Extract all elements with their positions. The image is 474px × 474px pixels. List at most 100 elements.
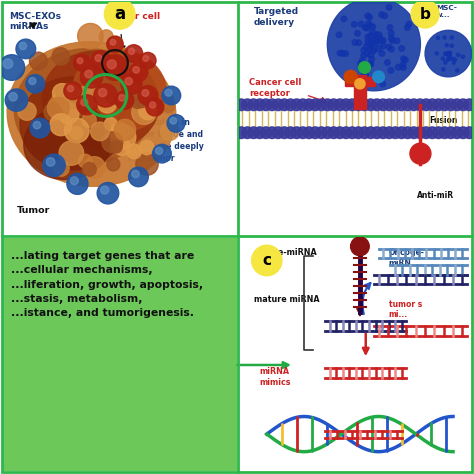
Circle shape bbox=[94, 84, 118, 107]
Text: Fusion: Fusion bbox=[429, 116, 457, 125]
Circle shape bbox=[99, 30, 113, 44]
Circle shape bbox=[279, 127, 290, 138]
Circle shape bbox=[351, 74, 356, 80]
Circle shape bbox=[358, 76, 363, 82]
Circle shape bbox=[453, 58, 456, 61]
Circle shape bbox=[395, 64, 401, 70]
Circle shape bbox=[78, 23, 103, 49]
Circle shape bbox=[370, 39, 375, 45]
Circle shape bbox=[53, 83, 72, 102]
Circle shape bbox=[77, 95, 97, 115]
Circle shape bbox=[81, 99, 88, 106]
Circle shape bbox=[340, 127, 352, 138]
Circle shape bbox=[390, 99, 401, 110]
Circle shape bbox=[383, 99, 395, 110]
Circle shape bbox=[447, 53, 451, 56]
Circle shape bbox=[285, 99, 296, 110]
Text: Pre-miRNA: Pre-miRNA bbox=[268, 248, 317, 257]
Circle shape bbox=[125, 78, 132, 85]
Circle shape bbox=[377, 35, 383, 41]
Circle shape bbox=[236, 127, 247, 138]
Circle shape bbox=[149, 102, 156, 108]
Circle shape bbox=[142, 90, 149, 96]
Circle shape bbox=[138, 86, 158, 105]
Circle shape bbox=[461, 55, 465, 58]
Circle shape bbox=[104, 0, 135, 29]
Circle shape bbox=[155, 147, 163, 155]
Circle shape bbox=[414, 127, 426, 138]
Circle shape bbox=[379, 51, 385, 56]
Circle shape bbox=[382, 13, 388, 18]
Circle shape bbox=[383, 127, 395, 138]
Circle shape bbox=[377, 99, 389, 110]
Circle shape bbox=[365, 34, 371, 40]
Text: c: c bbox=[262, 253, 271, 268]
Circle shape bbox=[146, 98, 164, 116]
Circle shape bbox=[165, 89, 172, 96]
Text: b: b bbox=[419, 7, 430, 21]
Circle shape bbox=[291, 99, 302, 110]
Circle shape bbox=[380, 81, 385, 87]
Circle shape bbox=[104, 118, 118, 131]
Circle shape bbox=[408, 99, 419, 110]
Circle shape bbox=[47, 98, 69, 119]
Circle shape bbox=[448, 52, 451, 55]
Circle shape bbox=[373, 34, 378, 40]
Circle shape bbox=[111, 122, 129, 140]
Circle shape bbox=[358, 21, 364, 27]
Circle shape bbox=[361, 68, 366, 74]
Circle shape bbox=[132, 170, 139, 178]
Ellipse shape bbox=[73, 50, 166, 132]
Circle shape bbox=[445, 44, 448, 47]
Circle shape bbox=[80, 65, 101, 86]
Circle shape bbox=[107, 60, 116, 69]
Circle shape bbox=[110, 125, 136, 150]
Circle shape bbox=[386, 5, 392, 10]
Circle shape bbox=[352, 21, 357, 27]
Circle shape bbox=[355, 79, 365, 89]
Circle shape bbox=[365, 39, 371, 45]
Circle shape bbox=[420, 127, 432, 138]
Circle shape bbox=[91, 51, 111, 70]
Circle shape bbox=[369, 40, 375, 46]
Circle shape bbox=[404, 25, 410, 30]
Circle shape bbox=[84, 157, 105, 178]
Circle shape bbox=[374, 32, 380, 37]
Circle shape bbox=[402, 99, 413, 110]
Circle shape bbox=[95, 55, 102, 62]
Circle shape bbox=[322, 99, 333, 110]
Circle shape bbox=[447, 56, 451, 60]
Circle shape bbox=[344, 70, 357, 83]
Circle shape bbox=[388, 68, 394, 73]
Circle shape bbox=[450, 44, 454, 47]
Circle shape bbox=[340, 99, 352, 110]
Circle shape bbox=[384, 60, 390, 65]
Circle shape bbox=[368, 33, 374, 38]
Text: tumor s
mi...: tumor s mi... bbox=[389, 300, 422, 319]
Circle shape bbox=[414, 99, 426, 110]
Circle shape bbox=[367, 42, 373, 47]
Circle shape bbox=[67, 173, 88, 194]
Circle shape bbox=[368, 23, 374, 28]
Circle shape bbox=[390, 38, 395, 44]
Circle shape bbox=[379, 38, 384, 44]
Circle shape bbox=[351, 237, 369, 256]
Circle shape bbox=[100, 186, 109, 194]
Circle shape bbox=[386, 44, 392, 50]
Circle shape bbox=[18, 102, 36, 120]
Circle shape bbox=[242, 127, 253, 138]
Circle shape bbox=[128, 167, 148, 187]
Circle shape bbox=[464, 127, 474, 138]
Circle shape bbox=[390, 127, 401, 138]
Circle shape bbox=[367, 46, 373, 52]
Circle shape bbox=[445, 99, 456, 110]
Circle shape bbox=[361, 47, 366, 53]
Circle shape bbox=[303, 99, 315, 110]
Circle shape bbox=[353, 127, 364, 138]
Circle shape bbox=[435, 52, 438, 55]
Circle shape bbox=[361, 53, 366, 58]
Circle shape bbox=[358, 61, 364, 66]
Circle shape bbox=[110, 39, 116, 45]
Circle shape bbox=[9, 92, 18, 101]
Circle shape bbox=[370, 24, 376, 30]
